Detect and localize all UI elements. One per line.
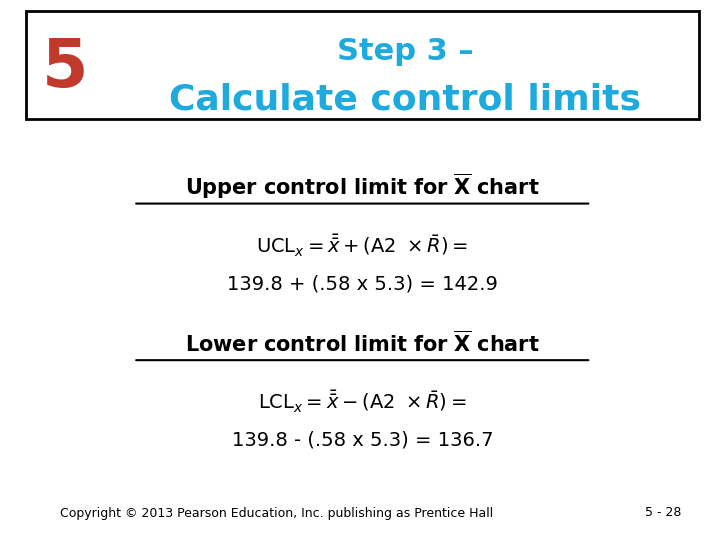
Text: 5: 5 <box>42 35 89 100</box>
Text: $\mathrm{LCL}_x = \bar{\bar{x}} - (\mathrm{A2}\ \times \bar{R}) =$: $\mathrm{LCL}_x = \bar{\bar{x}} - (\math… <box>258 389 467 415</box>
Text: 139.8 + (.58 x 5.3) = 142.9: 139.8 + (.58 x 5.3) = 142.9 <box>227 274 498 293</box>
Text: $\mathrm{UCL}_x = \bar{\bar{x}} + (\mathrm{A2}\ \times \bar{R}) =$: $\mathrm{UCL}_x = \bar{\bar{x}} + (\math… <box>256 233 468 259</box>
Text: $\mathbf{Lower\ control\ limit\ for\ \overline{X}\ chart}$: $\mathbf{Lower\ control\ limit\ for\ \ov… <box>185 330 540 356</box>
FancyBboxPatch shape <box>26 11 698 119</box>
Text: $\mathbf{Upper\ control\ limit\ for\ \overline{X}\ chart}$: $\mathbf{Upper\ control\ limit\ for\ \ov… <box>185 172 539 201</box>
Text: Step 3 –: Step 3 – <box>337 37 474 66</box>
Text: Copyright © 2013 Pearson Education, Inc. publishing as Prentice Hall: Copyright © 2013 Pearson Education, Inc.… <box>60 507 493 519</box>
Text: 5 - 28: 5 - 28 <box>644 507 681 519</box>
Text: Calculate control limits: Calculate control limits <box>169 83 642 117</box>
Text: 139.8 - (.58 x 5.3) = 136.7: 139.8 - (.58 x 5.3) = 136.7 <box>232 430 493 450</box>
